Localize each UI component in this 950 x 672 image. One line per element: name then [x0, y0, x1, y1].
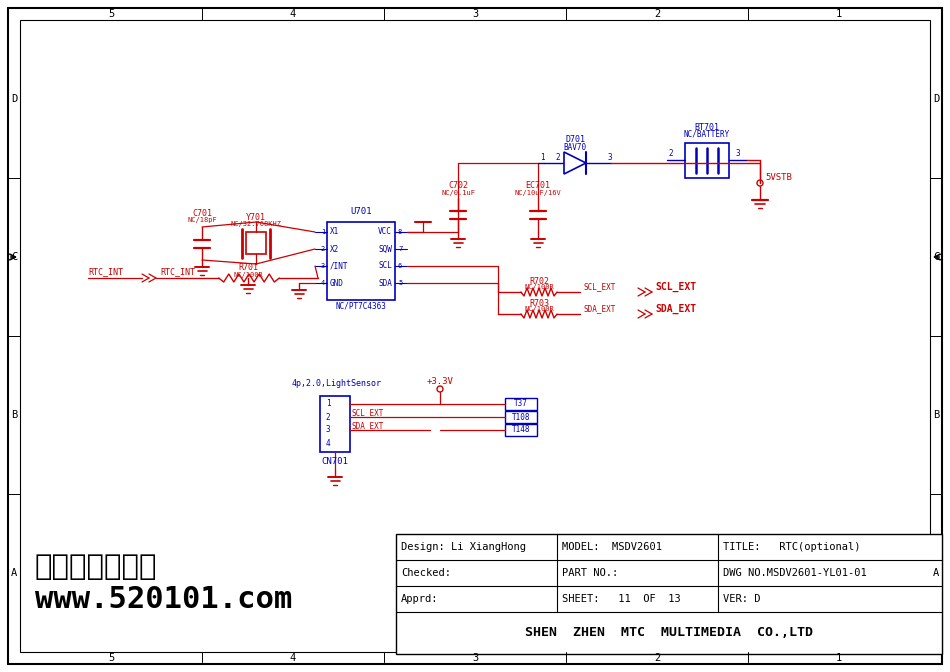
Text: NC/10uF/16V: NC/10uF/16V — [515, 190, 561, 196]
Text: GND: GND — [330, 278, 344, 288]
Text: X2: X2 — [330, 245, 339, 253]
Text: 2: 2 — [654, 9, 660, 19]
Text: MODEL:  MSDV2601: MODEL: MSDV2601 — [562, 542, 662, 552]
Text: D: D — [10, 94, 17, 104]
Text: 2: 2 — [326, 413, 331, 421]
Text: SDA: SDA — [378, 278, 392, 288]
Bar — [505, 411, 537, 423]
Text: 5VSTB: 5VSTB — [765, 173, 792, 181]
Bar — [327, 222, 395, 300]
Text: RTC_INT: RTC_INT — [160, 267, 195, 276]
Text: BAV70: BAV70 — [563, 142, 586, 151]
Text: BT701: BT701 — [694, 122, 719, 132]
Text: 2: 2 — [654, 653, 660, 663]
Bar — [320, 396, 350, 452]
Polygon shape — [564, 152, 586, 174]
Text: SCL: SCL — [378, 261, 392, 271]
Text: www.520101.com: www.520101.com — [35, 585, 293, 614]
Text: R701: R701 — [238, 263, 258, 273]
Text: 1: 1 — [836, 9, 842, 19]
Text: 4p,2.0,LightSensor: 4p,2.0,LightSensor — [292, 378, 382, 388]
Text: NC/0.1uF: NC/0.1uF — [441, 190, 475, 196]
Text: C702: C702 — [448, 181, 468, 190]
Text: 4: 4 — [321, 280, 325, 286]
Text: TITLE:   RTC(optional): TITLE: RTC(optional) — [723, 542, 861, 552]
Text: C: C — [10, 252, 17, 262]
Text: SHEN  ZHEN  MTC  MULTIMEDIA  CO.,LTD: SHEN ZHEN MTC MULTIMEDIA CO.,LTD — [525, 626, 813, 640]
Bar — [505, 398, 537, 410]
Text: A: A — [933, 568, 940, 578]
Text: VCC: VCC — [378, 228, 392, 237]
Text: B: B — [933, 410, 940, 420]
Text: SCL_EXT: SCL_EXT — [352, 409, 385, 417]
Text: SCL_EXT: SCL_EXT — [655, 282, 696, 292]
Text: SDA_EXT: SDA_EXT — [583, 304, 616, 314]
Text: 3: 3 — [321, 263, 325, 269]
Text: U701: U701 — [351, 208, 371, 216]
Text: Design: Li XiangHong: Design: Li XiangHong — [401, 542, 526, 552]
Text: 7: 7 — [398, 246, 402, 252]
Text: T108: T108 — [512, 413, 530, 421]
Text: 1: 1 — [321, 229, 325, 235]
Text: NC/100R: NC/100R — [524, 284, 554, 290]
Text: 4: 4 — [290, 653, 296, 663]
Text: EC701: EC701 — [525, 181, 550, 190]
Text: R702: R702 — [529, 276, 549, 286]
Text: 3: 3 — [326, 425, 331, 435]
Text: PART NO.:: PART NO.: — [562, 568, 618, 578]
Text: Apprd:: Apprd: — [401, 594, 439, 604]
Text: SHEET:   11  OF  13: SHEET: 11 OF 13 — [562, 594, 681, 604]
Text: NC/18pF: NC/18pF — [187, 217, 217, 223]
Text: 3: 3 — [472, 9, 478, 19]
Text: NC/100R: NC/100R — [233, 272, 263, 278]
Text: SCL_EXT: SCL_EXT — [583, 282, 616, 292]
Text: C701: C701 — [192, 208, 212, 218]
Text: 5: 5 — [108, 9, 114, 19]
Text: 3: 3 — [472, 653, 478, 663]
Text: NC/BATTERY: NC/BATTERY — [684, 130, 731, 138]
Text: D: D — [933, 94, 940, 104]
Text: 2: 2 — [556, 153, 560, 161]
Text: 8: 8 — [398, 229, 402, 235]
Text: 1: 1 — [326, 399, 331, 409]
Text: 1: 1 — [836, 653, 842, 663]
Text: DWG NO.MSDV2601-YL01-01: DWG NO.MSDV2601-YL01-01 — [723, 568, 867, 578]
Text: SDA_EXT: SDA_EXT — [655, 304, 696, 314]
Text: +3.3V: +3.3V — [427, 378, 453, 386]
Text: 家电维修资料网: 家电维修资料网 — [35, 553, 158, 581]
Text: Y701: Y701 — [246, 212, 266, 222]
Text: B: B — [10, 410, 17, 420]
Text: T148: T148 — [512, 425, 530, 435]
Text: CN701: CN701 — [321, 458, 349, 466]
Text: A: A — [10, 568, 17, 578]
Text: 5: 5 — [108, 653, 114, 663]
Text: X1: X1 — [330, 228, 339, 237]
Bar — [246, 232, 266, 254]
Bar — [685, 143, 729, 178]
Text: Checked:: Checked: — [401, 568, 451, 578]
Bar — [396, 534, 942, 654]
Text: T37: T37 — [514, 399, 528, 409]
Text: D701: D701 — [565, 136, 585, 144]
Text: 2: 2 — [669, 149, 674, 157]
Text: R703: R703 — [529, 298, 549, 308]
Text: 4: 4 — [326, 439, 331, 448]
Text: 3: 3 — [735, 149, 740, 157]
Text: C: C — [933, 252, 940, 262]
Text: 6: 6 — [398, 263, 402, 269]
Text: VER: D: VER: D — [723, 594, 761, 604]
Text: 1: 1 — [540, 153, 544, 161]
Text: 5: 5 — [398, 280, 402, 286]
Text: NC/100R: NC/100R — [524, 306, 554, 312]
Text: SQW: SQW — [378, 245, 392, 253]
Text: 4: 4 — [290, 9, 296, 19]
Text: RTC_INT: RTC_INT — [88, 267, 123, 276]
Text: NC/32.768KHZ: NC/32.768KHZ — [231, 221, 281, 227]
Text: 2: 2 — [321, 246, 325, 252]
Text: 3: 3 — [608, 153, 613, 161]
Text: NC/PT7C4363: NC/PT7C4363 — [335, 302, 387, 310]
Bar — [505, 424, 537, 436]
Text: SDA_EXT: SDA_EXT — [352, 421, 385, 431]
Text: /INT: /INT — [330, 261, 349, 271]
